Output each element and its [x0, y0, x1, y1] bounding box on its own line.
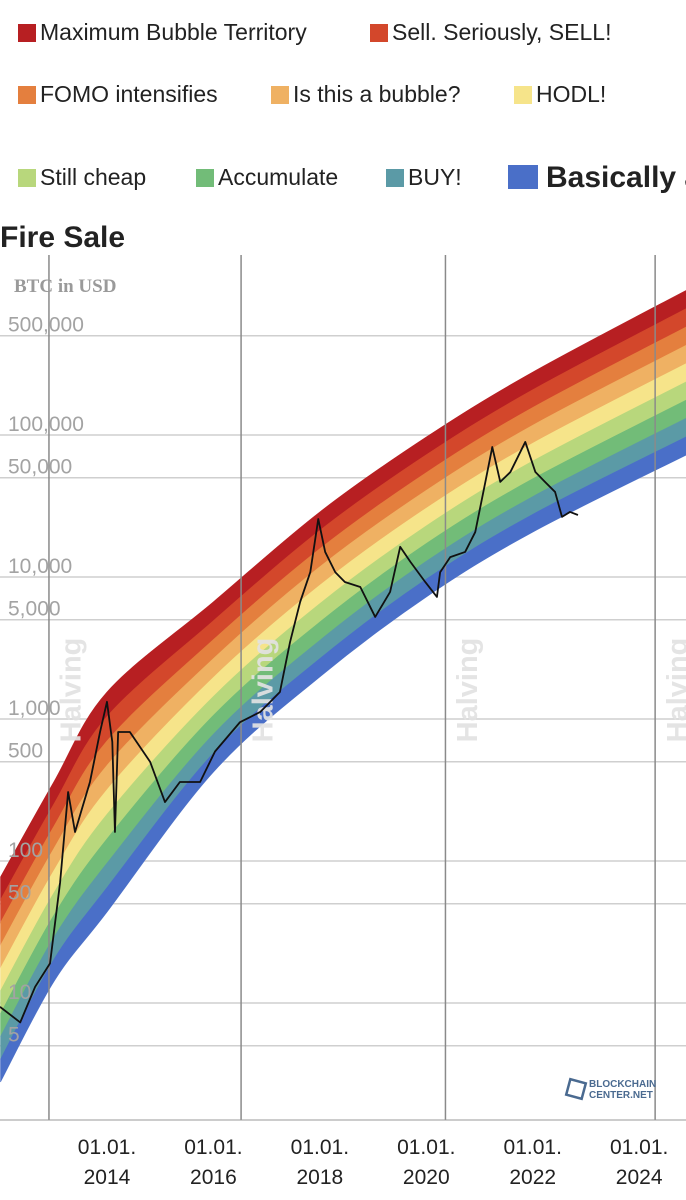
legend-item: Basically a Fire Sale	[0, 148, 686, 268]
x-tick-label: 01.01. 2022	[504, 1136, 562, 1189]
legend-label: Still cheap	[40, 164, 147, 190]
halving-label: Halving	[452, 638, 484, 743]
legend-swatch	[18, 23, 36, 42]
y-tick-label: 10,000	[8, 555, 72, 578]
legend-swatch	[196, 168, 214, 187]
legend-label: Sell. Seriously, SELL!	[392, 19, 612, 45]
y-tick-label: 100	[8, 839, 43, 862]
legend-swatch	[514, 85, 532, 104]
legend-label: Maximum Bubble Territory	[40, 19, 307, 45]
halving-label: Halving	[248, 638, 280, 743]
legend-item: BUY!	[386, 164, 462, 191]
legend-item: Sell. Seriously, SELL!	[370, 19, 611, 46]
y-tick-label: 500,000	[8, 314, 84, 337]
legend-item: FOMO intensifies	[18, 81, 218, 108]
legend-label: Basically a Fire Sale	[0, 161, 686, 254]
watermark-text: BLOCKCHAIN	[589, 1079, 656, 1090]
legend-label: BUY!	[408, 164, 462, 190]
legend-label: FOMO intensifies	[40, 81, 218, 107]
y-tick-label: 100,000	[8, 413, 84, 436]
x-tick-label: 01.01. 2014	[78, 1136, 136, 1189]
legend-label: Accumulate	[218, 164, 339, 190]
y-tick-label: 50	[8, 882, 31, 905]
legend-label: HODL!	[536, 81, 607, 107]
legend-item: Still cheap	[18, 164, 146, 191]
y-tick-label: 1,000	[8, 697, 61, 720]
y-tick-label: 5,000	[8, 598, 61, 621]
x-tick-label: 01.01. 2018	[291, 1136, 349, 1189]
legend-item: HODL!	[514, 81, 606, 108]
plot-area: Halving Halving Halving Halving	[0, 255, 686, 1120]
halving-label: Halving	[662, 638, 686, 743]
rainbow-band	[0, 436, 686, 1083]
y-tick-label: 500	[8, 740, 43, 763]
watermark-text: CENTER.NET	[589, 1090, 653, 1101]
x-tick-label: 01.01. 2020	[397, 1136, 455, 1189]
x-tick-label: 01.01. 2016	[184, 1136, 242, 1189]
legend-swatch	[370, 23, 388, 42]
price-line	[0, 441, 579, 1024]
legend-label: Is this a bubble?	[293, 81, 461, 107]
legend-item: Is this a bubble?	[271, 81, 461, 108]
legend-swatch	[386, 168, 404, 187]
watermark-logo	[564, 1077, 588, 1101]
legend-swatch	[271, 85, 289, 104]
y-tick-label: 10	[8, 981, 31, 1004]
x-tick-label: 01.01. 2024	[610, 1136, 668, 1189]
y-axis-label: BTC in USD	[14, 276, 116, 297]
legend-swatch	[18, 168, 36, 187]
legend-swatch	[18, 85, 36, 104]
y-tick-label: 50,000	[8, 456, 72, 479]
halving-label: Halving	[56, 638, 88, 743]
legend-item: Maximum Bubble Territory	[18, 19, 307, 46]
legend-swatch	[508, 165, 538, 189]
legend-item: Accumulate	[196, 164, 338, 191]
y-tick-label: 5	[8, 1024, 20, 1047]
